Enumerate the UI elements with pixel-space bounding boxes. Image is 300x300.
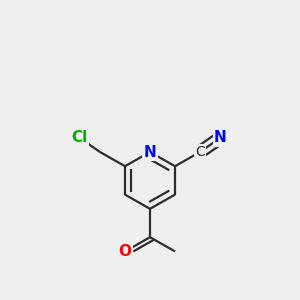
Text: C: C — [195, 145, 205, 159]
Text: N: N — [214, 130, 227, 145]
Text: O: O — [118, 244, 131, 259]
Text: N: N — [144, 145, 156, 160]
Text: Cl: Cl — [71, 130, 88, 145]
